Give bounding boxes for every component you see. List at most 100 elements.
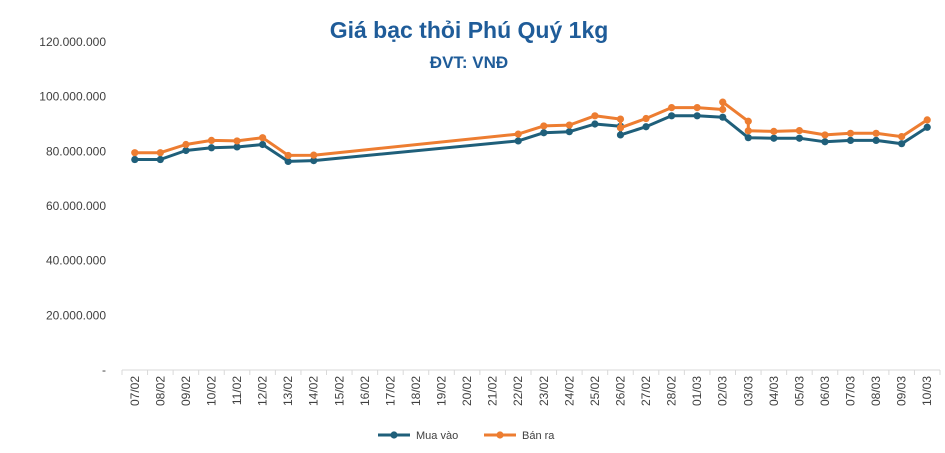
data-point — [591, 120, 599, 128]
data-point — [719, 105, 727, 114]
data-point — [207, 144, 216, 152]
data-point — [898, 132, 906, 141]
x-tick-label: 24/02 — [562, 376, 576, 406]
y-tick-label: - — [102, 363, 106, 377]
data-point — [770, 134, 778, 142]
y-tick-label: 20.000.000 — [46, 308, 106, 322]
data-point — [693, 104, 701, 112]
x-axis: 07/02 08/02 09/02 10/02 11/02 12/02 13/02 14/02… — [121, 369, 941, 406]
x-tick-label: 16/02 — [358, 376, 372, 406]
legend-marker — [496, 431, 504, 439]
x-tick-label: 08/03 — [869, 376, 883, 406]
data-point — [719, 98, 727, 106]
y-tick-label: 120.000.000 — [39, 35, 106, 49]
x-tick-label: 03/03 — [741, 376, 755, 406]
data-point — [795, 126, 804, 135]
data-point — [744, 117, 752, 125]
data-point — [565, 128, 573, 136]
data-point — [182, 146, 190, 155]
series-layer — [131, 98, 931, 166]
data-point — [182, 140, 190, 149]
data-point — [872, 129, 880, 137]
y-tick-label: 40.000.000 — [46, 254, 106, 268]
data-point — [131, 149, 139, 157]
x-tick-label: 08/02 — [153, 376, 167, 406]
x-tick-label: 14/02 — [307, 376, 321, 406]
chart-subtitle: ĐVT: VNĐ — [430, 53, 508, 72]
data-point — [233, 143, 241, 151]
data-point — [514, 130, 522, 138]
x-tick-label: 20/02 — [460, 376, 474, 406]
x-tick-label: 19/02 — [435, 376, 449, 406]
data-point — [719, 113, 727, 121]
data-point — [923, 116, 931, 124]
data-point — [156, 155, 164, 164]
data-point — [284, 151, 292, 160]
x-tick-label: 10/02 — [204, 376, 218, 406]
data-point — [514, 137, 522, 145]
x-tick-label: 17/02 — [383, 376, 397, 406]
data-point — [744, 127, 752, 135]
x-tick-label: 02/03 — [716, 376, 730, 406]
x-tick-label: 18/02 — [409, 376, 423, 406]
data-point — [591, 112, 599, 120]
series-ban-ra — [131, 98, 931, 160]
x-tick-label: 04/03 — [767, 376, 781, 406]
x-tick-label: 09/03 — [895, 376, 909, 406]
x-tick-label: 26/02 — [613, 376, 627, 406]
legend-marker — [390, 431, 398, 439]
data-point — [821, 138, 829, 146]
data-point — [923, 123, 931, 131]
data-point — [540, 129, 548, 137]
data-point — [156, 149, 164, 157]
x-tick-label: 10/03 — [920, 376, 934, 406]
data-point — [846, 136, 855, 144]
x-tick-label: 11/02 — [230, 376, 244, 405]
data-point — [846, 129, 855, 137]
x-tick-label: 12/02 — [256, 376, 270, 406]
data-point — [667, 104, 676, 112]
legend-item: Mua vào — [378, 430, 458, 442]
data-point — [540, 122, 548, 130]
data-point — [872, 136, 880, 144]
data-point — [693, 112, 701, 120]
data-point — [821, 131, 829, 139]
x-tick-label: 23/02 — [537, 376, 551, 406]
chart-title: Giá bạc thỏi Phú Quý 1kg — [330, 17, 609, 43]
data-point — [616, 131, 625, 139]
x-tick-label: 05/03 — [792, 376, 806, 406]
y-tick-label: 100.000.000 — [39, 90, 106, 104]
data-point — [667, 112, 676, 120]
x-tick-label: 28/02 — [665, 376, 679, 406]
data-point — [642, 123, 650, 131]
data-point — [770, 127, 778, 135]
data-point — [744, 134, 752, 142]
legend: Mua vào Bán ra — [378, 430, 555, 442]
x-tick-label: 15/02 — [332, 376, 346, 406]
data-point — [310, 157, 318, 165]
data-point — [642, 114, 650, 123]
legend-label: Bán ra — [522, 430, 555, 442]
x-tick-label: 07/02 — [128, 376, 142, 406]
data-point — [258, 134, 267, 142]
y-axis: - 20.000.000 40.000.000 60.000.000 80.000.00… — [39, 35, 106, 377]
x-tick-label: 25/02 — [588, 376, 602, 406]
x-tick-label: 22/02 — [511, 376, 525, 406]
x-tick-label: 01/03 — [690, 376, 704, 406]
data-point — [616, 124, 625, 132]
data-point — [310, 151, 318, 159]
x-tick-label: 27/02 — [639, 376, 653, 406]
data-point — [795, 134, 804, 142]
x-tick-label: 13/02 — [281, 376, 295, 406]
data-point — [898, 140, 906, 148]
data-point — [616, 115, 625, 123]
data-point — [207, 136, 216, 144]
legend-label: Mua vào — [416, 430, 458, 442]
data-point — [565, 121, 573, 129]
y-tick-label: 60.000.000 — [46, 199, 106, 213]
data-point — [284, 157, 292, 166]
data-point — [233, 137, 241, 145]
x-tick-label: 09/02 — [179, 376, 193, 406]
